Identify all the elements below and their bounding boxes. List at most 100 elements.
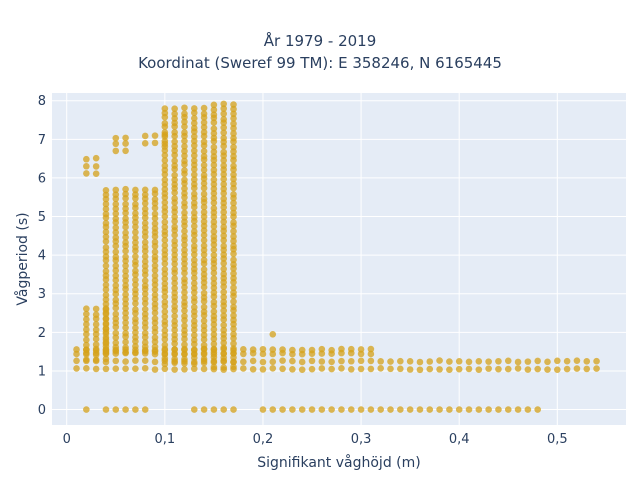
data-point <box>122 309 129 317</box>
data-point <box>240 350 247 358</box>
data-point <box>102 267 110 275</box>
data-point <box>308 406 316 413</box>
data-point <box>171 331 178 339</box>
data-point <box>83 310 90 318</box>
data-point <box>289 366 296 373</box>
data-point <box>397 406 404 413</box>
data-point <box>151 195 159 203</box>
data-point <box>200 303 208 311</box>
data-point <box>112 242 120 250</box>
data-point <box>171 138 178 145</box>
data-point <box>190 199 198 207</box>
data-point <box>406 406 414 413</box>
data-point <box>122 324 129 331</box>
data-point <box>181 227 188 235</box>
data-point <box>446 406 453 413</box>
data-point <box>220 110 228 118</box>
data-point <box>112 365 120 373</box>
data-point <box>230 105 237 113</box>
data-point <box>132 210 139 217</box>
data-point <box>132 406 139 413</box>
data-point <box>141 357 149 364</box>
data-point <box>171 204 178 212</box>
data-point <box>220 171 228 178</box>
y-tick-label: 1 <box>38 364 46 379</box>
data-point <box>475 406 483 413</box>
data-point <box>141 219 149 227</box>
data-point <box>210 298 218 306</box>
data-point <box>210 359 218 366</box>
data-point <box>171 346 178 353</box>
data-point <box>181 246 188 254</box>
data-point <box>190 406 198 413</box>
data-point <box>230 330 237 338</box>
data-point <box>112 147 120 155</box>
data-point <box>83 346 90 354</box>
data-point <box>181 147 188 155</box>
data-point <box>102 244 110 251</box>
data-point <box>161 260 169 267</box>
data-point <box>132 243 139 251</box>
data-point <box>171 284 178 292</box>
data-point <box>181 176 188 184</box>
data-point <box>298 406 306 413</box>
data-point <box>210 326 218 333</box>
data-point <box>132 258 139 265</box>
data-point <box>544 366 551 373</box>
data-point <box>171 129 178 136</box>
data-point <box>230 152 237 160</box>
data-point <box>190 350 198 358</box>
data-point <box>132 228 139 236</box>
data-point <box>220 293 228 301</box>
data-point <box>210 331 218 338</box>
data-point <box>220 157 228 164</box>
data-point <box>416 366 424 374</box>
data-point <box>102 228 110 236</box>
data-point <box>102 200 110 208</box>
data-point <box>122 348 129 356</box>
data-point <box>269 330 277 338</box>
data-point <box>210 106 218 114</box>
data-point <box>230 233 237 240</box>
data-point <box>190 133 198 140</box>
data-point <box>308 365 316 373</box>
data-point <box>141 243 149 251</box>
data-point <box>141 406 149 413</box>
data-point <box>367 345 375 353</box>
data-point <box>151 266 159 274</box>
y-tick-label: 0 <box>38 403 46 418</box>
data-point <box>220 162 228 169</box>
data-point <box>122 185 129 193</box>
data-point <box>210 340 218 348</box>
data-point <box>112 205 120 213</box>
data-point <box>171 326 178 334</box>
data-point <box>190 147 198 155</box>
data-point <box>181 118 188 126</box>
data-point <box>210 269 218 277</box>
data-point <box>220 298 228 306</box>
data-point <box>181 233 188 240</box>
data-point <box>318 345 326 353</box>
data-point <box>240 346 247 353</box>
data-point <box>416 406 424 413</box>
y-tick-label: 3 <box>38 287 46 302</box>
data-point <box>92 351 100 359</box>
data-point <box>161 204 169 211</box>
data-point <box>298 366 306 373</box>
data-point <box>367 350 375 358</box>
data-point <box>200 322 208 330</box>
data-point <box>377 358 385 365</box>
data-point <box>230 274 237 282</box>
data-point <box>200 355 208 363</box>
data-point <box>220 326 228 334</box>
data-point <box>122 314 129 322</box>
data-point <box>122 247 129 255</box>
data-point <box>426 365 434 373</box>
data-point <box>200 171 208 179</box>
data-point <box>132 186 139 194</box>
data-point <box>210 353 218 361</box>
data-point <box>161 199 169 206</box>
data-point <box>220 321 228 329</box>
data-point <box>161 131 169 139</box>
data-point <box>122 262 129 270</box>
